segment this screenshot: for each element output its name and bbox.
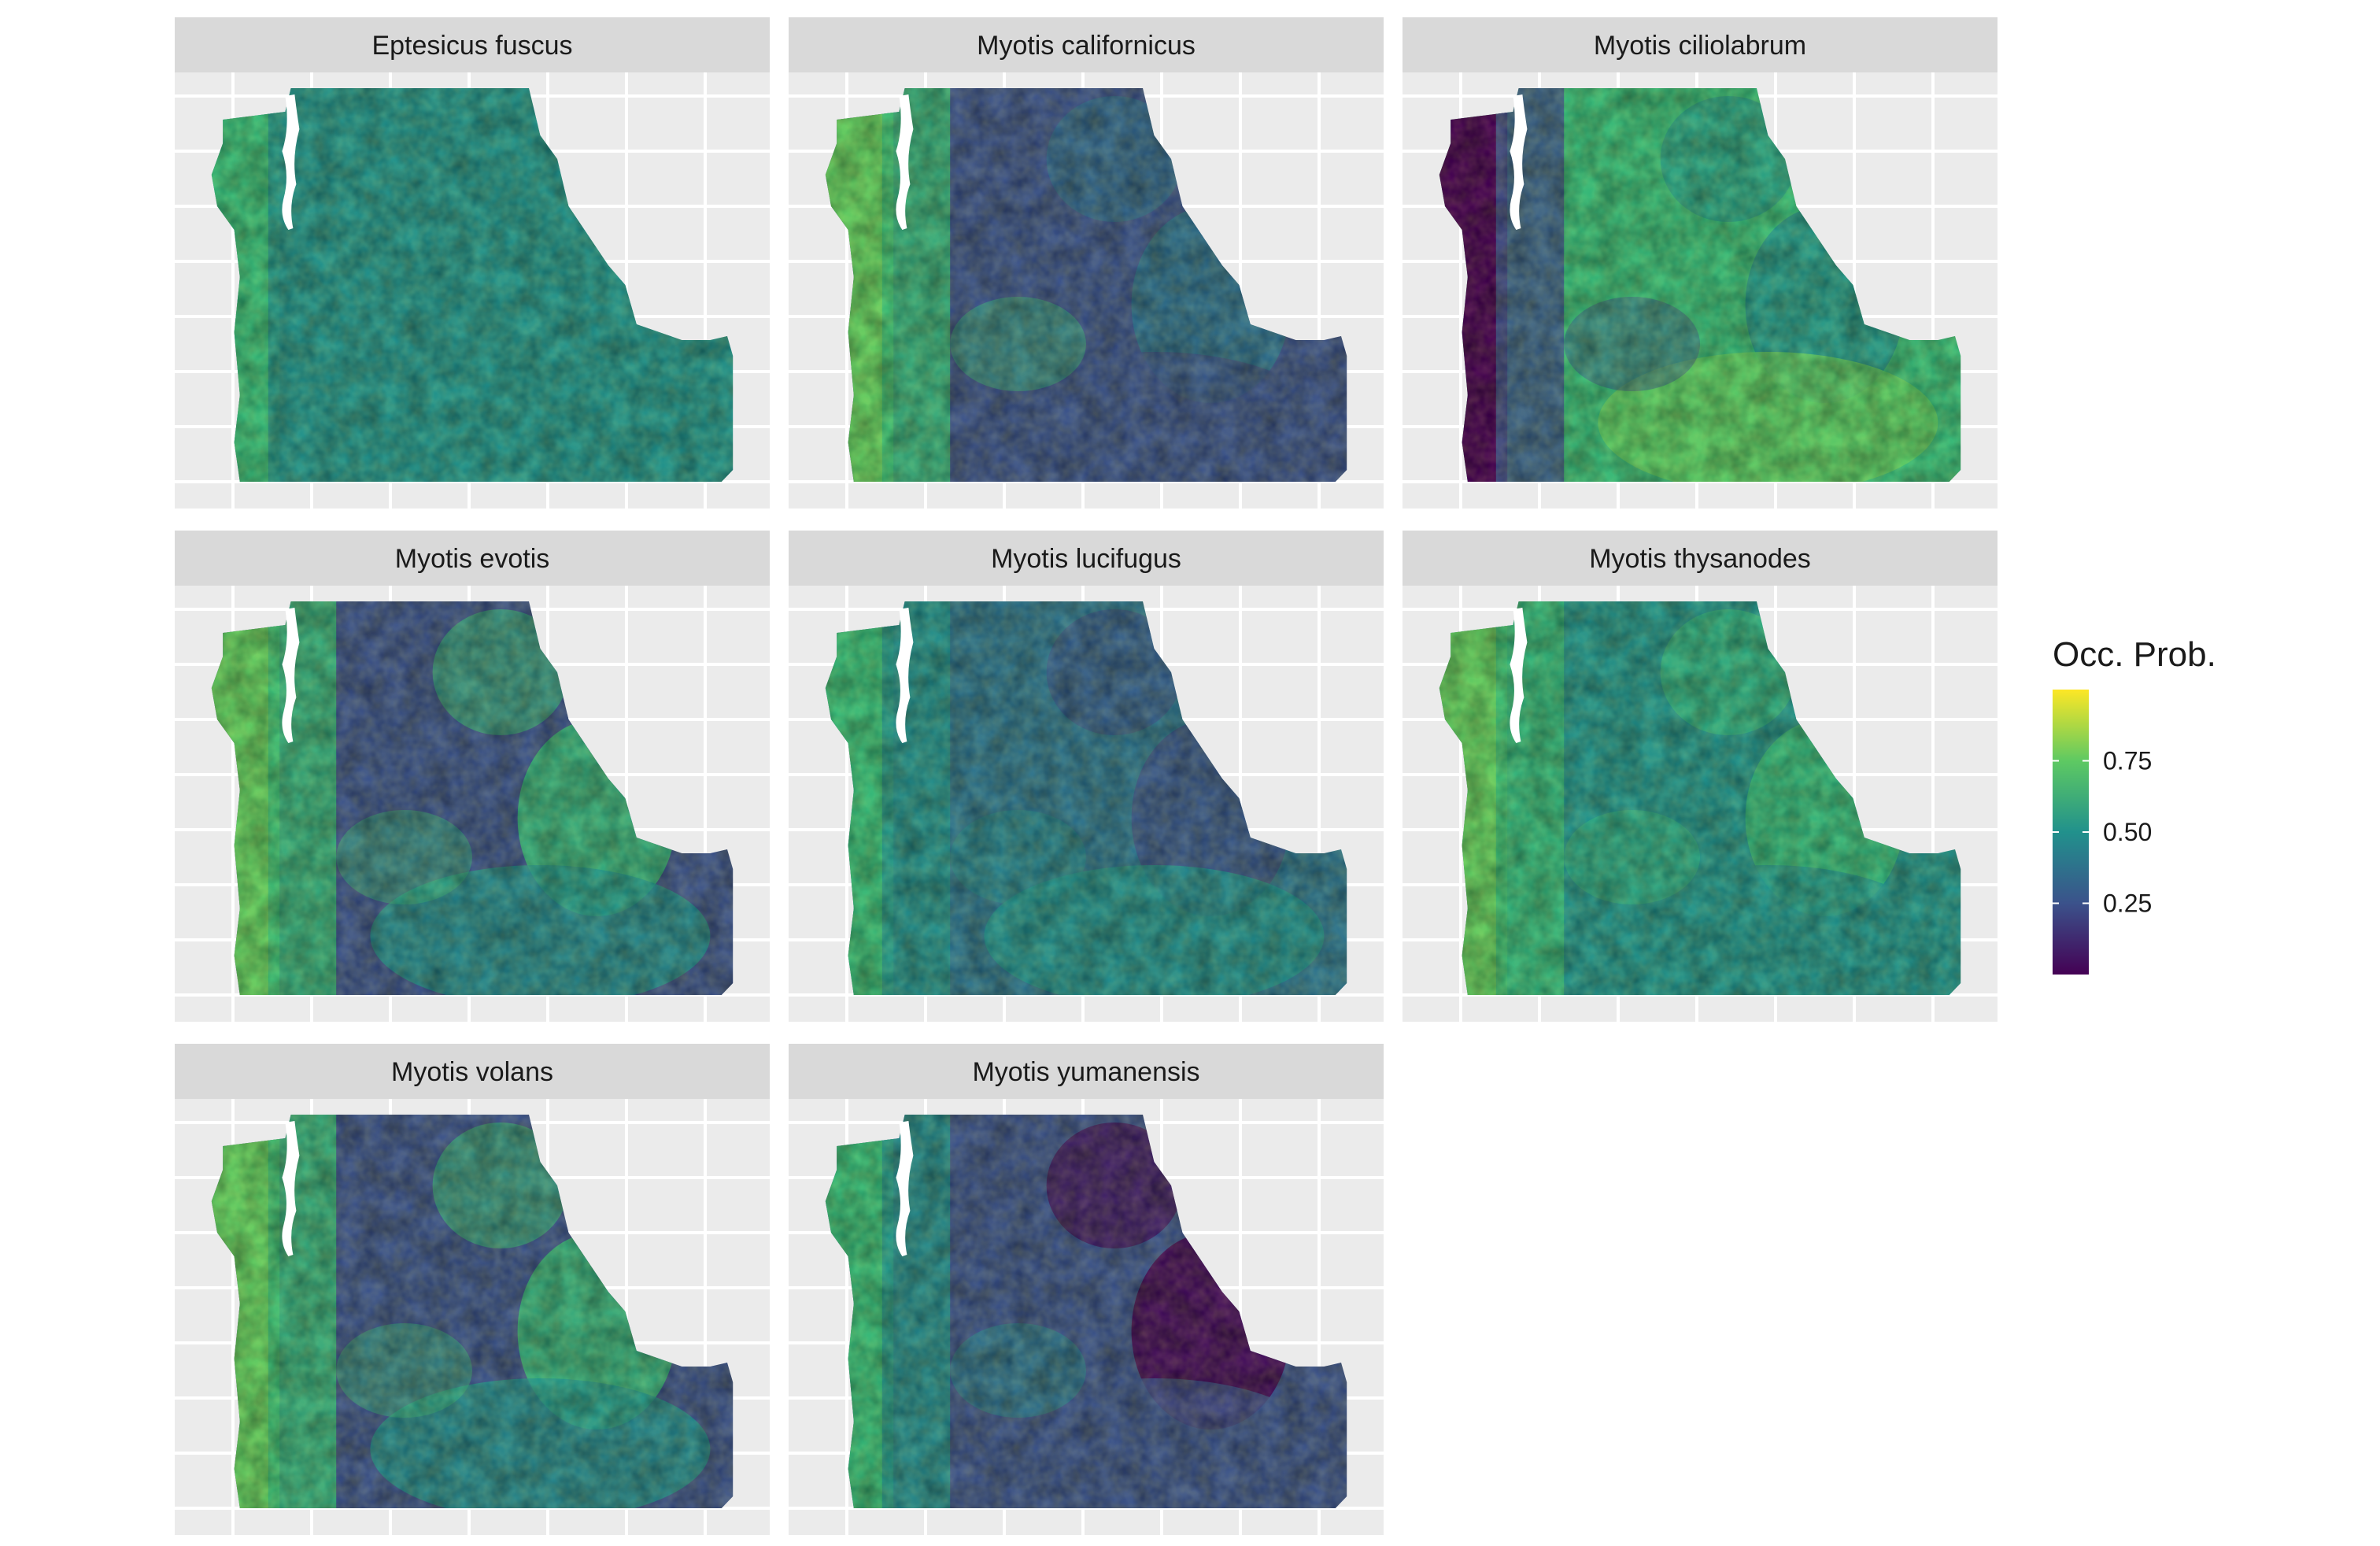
facet-panel: Myotis californicus (789, 17, 1384, 509)
water-body (282, 94, 300, 230)
facet-label: Myotis ciliolabrum (1594, 31, 1806, 61)
water-body (1510, 94, 1528, 230)
facet-label: Myotis evotis (395, 544, 550, 574)
water-body (1510, 608, 1528, 743)
facet-strip (175, 17, 770, 72)
facet-strip (175, 1044, 770, 1099)
panels-layer: Eptesicus fuscus Myotis californicus Myoti… (175, 17, 1998, 1535)
facet-label: Myotis thysanodes (1589, 544, 1811, 574)
water-body (896, 608, 914, 743)
facet-panel: Myotis evotis (175, 531, 770, 1022)
facet-strip (789, 17, 1384, 72)
legend-tick-label: 0.25 (2103, 890, 2152, 918)
facet-strip (1402, 17, 1998, 72)
water-body (896, 94, 914, 230)
legend-tick-label: 0.75 (2103, 747, 2152, 775)
facet-strip (1402, 531, 1998, 586)
facet-strip (789, 531, 1384, 586)
legend-ticks: 0.75 0.50 0.25 (2053, 747, 2152, 918)
facet-panel: Myotis thysanodes (1402, 531, 1998, 1022)
facet-panel: Eptesicus fuscus (175, 17, 770, 509)
facet-strip (789, 1044, 1384, 1099)
facet-label: Myotis californicus (977, 31, 1196, 61)
facet-panel: Myotis yumanensis (789, 1044, 1384, 1535)
legend-title: Occ. Prob. (2053, 635, 2216, 674)
occupancy-raster (211, 601, 734, 995)
facet-label: Myotis lucifugus (991, 544, 1181, 574)
legend: Occ. Prob. 0.75 0.50 0.25 (2053, 635, 2216, 975)
facet-panel: Myotis lucifugus (789, 531, 1384, 1022)
facet-label: Myotis yumanensis (972, 1057, 1199, 1087)
facet-panel: Myotis volans (175, 1044, 770, 1535)
water-body (282, 1121, 300, 1256)
facet-strip (175, 531, 770, 586)
water-body (896, 1121, 914, 1256)
facet-label: Myotis volans (391, 1057, 553, 1087)
legend-tick-label: 0.50 (2103, 818, 2152, 846)
facet-panel: Myotis ciliolabrum (1402, 17, 1998, 509)
facet-label: Eptesicus fuscus (371, 31, 572, 61)
water-body (282, 608, 300, 743)
